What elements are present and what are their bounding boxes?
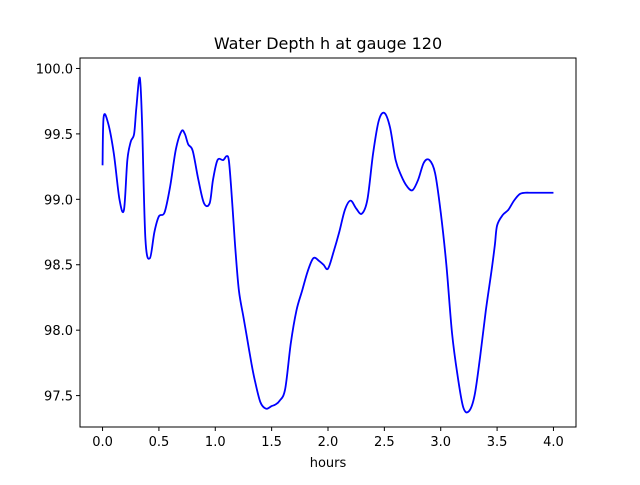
y-axis: 97.5 98.0 98.5 99.0 99.5 100.0 [36,62,80,405]
x-tick-label: 3.0 [430,435,451,450]
x-tick-label: 2.0 [318,435,339,450]
x-axis-title: hours [310,456,347,471]
plot-area-frame [79,57,577,428]
y-tick-label: 97.5 [44,390,73,405]
y-tick-label: 98.0 [44,324,73,339]
y-tick-label: 100.0 [36,62,73,77]
y-tick-label: 99.5 [44,128,73,143]
y-tick-label: 98.5 [44,259,73,274]
x-tick-label: 0.0 [92,435,113,450]
x-tick-label: 3.5 [487,435,508,450]
series-line-group [101,76,554,414]
chart-title: Water Depth h at gauge 120 [214,34,442,53]
x-axis: 0.0 0.5 1.0 1.5 2.0 2.5 3.0 3.5 4.0 [92,427,564,450]
x-tick-label: 2.5 [374,435,395,450]
series-line-0 [101,76,554,414]
y-tick-label: 99.0 [44,193,73,208]
x-tick-label: 1.0 [205,435,226,450]
x-tick-label: 4.0 [543,435,564,450]
x-tick-label: 0.5 [149,435,170,450]
x-tick-label: 1.5 [261,435,282,450]
